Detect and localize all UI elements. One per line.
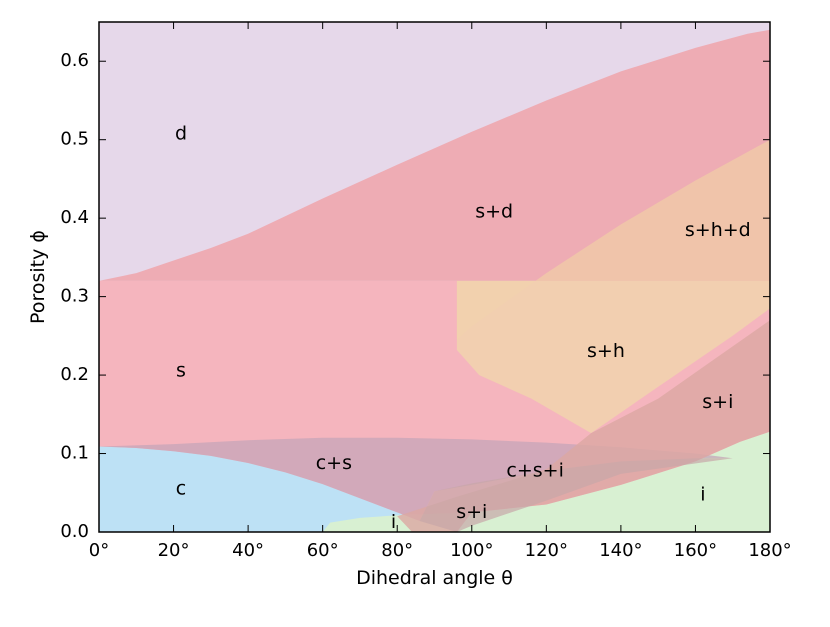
y-tick-label: 0.3 (60, 286, 89, 307)
x-tick-label: 20° (158, 540, 190, 561)
y-tick-label: 0.2 (60, 364, 89, 385)
y-tick-label: 0.5 (60, 129, 89, 150)
y-tick-label: 0.4 (60, 207, 89, 228)
region-label-c-plus-s: c+s (316, 452, 352, 474)
region-c (99, 446, 435, 532)
region-s-plus-d (99, 29, 770, 281)
x-tick-label: 160° (674, 540, 717, 561)
regions-layer (99, 22, 770, 532)
region-label-s-plus-i: s+i (702, 391, 733, 413)
x-tick-label: 120° (525, 540, 568, 561)
region-label-s: s (176, 360, 186, 382)
region-s-plus-h (456, 280, 770, 434)
region-label-s-plus-h: s+h (587, 340, 625, 362)
region-i (322, 431, 770, 532)
region-label-i: i (700, 484, 705, 506)
region-label-s-plus-d: s+d (475, 200, 513, 222)
y-tick-label: 0.1 (60, 443, 89, 464)
region-label-c: c (176, 477, 186, 499)
region-label-extra-0: s+i (456, 501, 487, 523)
y-axis: 0.0 0.1 0.2 0.3 0.4 0.5 0.6 (60, 50, 770, 542)
region-label-extra-1: i (391, 511, 396, 533)
x-tick-label: 60° (307, 540, 339, 561)
region-s-plus-h-plus-d (456, 139, 770, 340)
x-axis-label: Dihedral angle θ (356, 567, 513, 589)
x-tick-label: 180° (748, 540, 791, 561)
region-label-d: d (175, 123, 187, 145)
y-axis-label: Porosity ϕ (27, 230, 49, 324)
region-c-plus-s-plus-i (419, 458, 733, 532)
region-labels-layer: d s s+d c i c+s s+h+d s+h s+i c+s+i s+i i (175, 123, 751, 533)
x-tick-label: 140° (599, 540, 642, 561)
y-tick-label: 0.6 (60, 50, 89, 71)
x-tick-label: 100° (450, 540, 493, 561)
x-tick-label: 0° (89, 540, 109, 561)
plot-frame (98, 21, 771, 533)
x-tick-label: 40° (232, 540, 264, 561)
x-tick-label: 80° (381, 540, 413, 561)
region-label-c-plus-s-plus-i: c+s+i (506, 459, 563, 481)
region-label-s-plus-h-plus-d: s+h+d (685, 219, 751, 241)
x-axis: 0° 20° 40° 60° 80° 100° 120° 140° 160° 180° (89, 22, 792, 561)
y-tick-label: 0.0 (60, 521, 89, 542)
